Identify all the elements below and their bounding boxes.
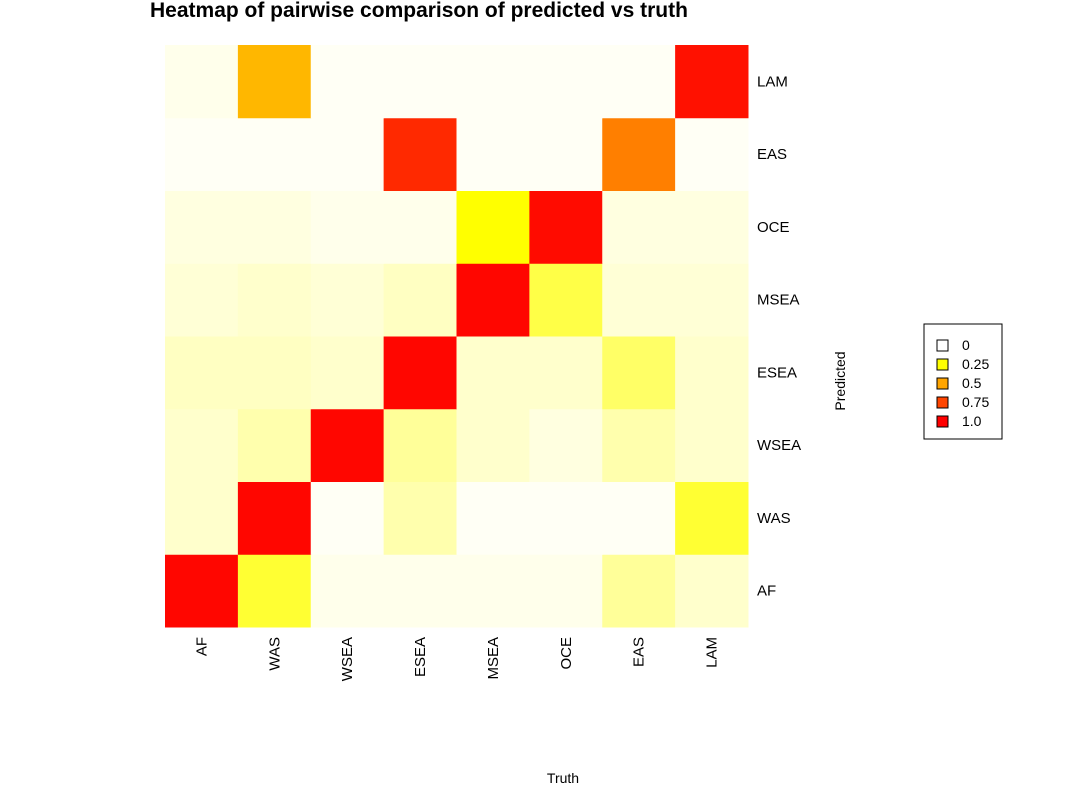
heatmap-cell-wsea-esea <box>383 408 457 482</box>
legend-swatch-2 <box>936 377 949 390</box>
heatmap-cell-msea-msea <box>456 263 530 337</box>
heatmap-cell-lam-eas <box>602 45 676 119</box>
heatmap-cell-was-esea <box>383 481 457 555</box>
heatmap-cell-eas-lam <box>675 117 749 191</box>
x-tick-label-was: WAS <box>266 637 283 671</box>
heatmap-cells <box>165 45 749 628</box>
heatmap-cell-msea-oce <box>529 263 603 337</box>
heatmap-cell-af-esea <box>383 554 457 628</box>
legend-swatch-4 <box>936 415 949 428</box>
heatmap-cell-esea-msea <box>456 336 530 410</box>
heatmap-cell-was-eas <box>602 481 676 555</box>
heatmap-cell-was-msea <box>456 481 530 555</box>
heatmap-cell-wsea-eas <box>602 408 676 482</box>
heatmap-cell-esea-lam <box>675 336 749 410</box>
y-tick-label-msea: MSEA <box>757 292 800 309</box>
heatmap-cell-msea-esea <box>383 263 457 337</box>
y-tick-label-oce: OCE <box>757 219 790 236</box>
heatmap-cell-lam-wsea <box>310 45 385 119</box>
heatmap-cell-lam-esea <box>383 45 457 119</box>
heatmap-cell-oce-was <box>237 190 312 264</box>
heatmap-cell-was-af <box>165 481 239 555</box>
heatmap-cell-esea-eas <box>602 336 676 410</box>
x-tick-label-msea: MSEA <box>485 637 502 680</box>
heatmap-cell-esea-wsea <box>310 336 385 410</box>
heatmap-cell-oce-lam <box>675 190 749 264</box>
x-axis-label: Truth <box>547 770 579 786</box>
heatmap-cell-oce-esea <box>383 190 457 264</box>
heatmap-cell-esea-af <box>165 336 239 410</box>
y-axis-label: Predicted <box>832 351 848 410</box>
heatmap-cell-af-was <box>237 554 312 628</box>
heatmap-cell-eas-eas <box>602 117 676 191</box>
heatmap-cell-oce-af <box>165 190 239 264</box>
x-tick-labels: AF WAS WSEA ESEA MSEA OCE EAS LAM <box>193 637 720 681</box>
heatmap-cell-msea-lam <box>675 263 749 337</box>
heatmap-cell-esea-esea <box>383 336 457 410</box>
heatmap-cell-af-af <box>165 554 239 628</box>
heatmap-cell-oce-eas <box>602 190 676 264</box>
heatmap-cell-msea-wsea <box>310 263 385 337</box>
heatmap-cell-oce-wsea <box>310 190 385 264</box>
x-tick-label-lam: LAM <box>704 637 721 668</box>
legend-label-2: 0.5 <box>962 375 982 391</box>
x-tick-label-af: AF <box>193 637 210 656</box>
heatmap-cell-af-oce <box>529 554 603 628</box>
y-tick-label-lam: LAM <box>757 73 788 90</box>
heatmap-cell-eas-af <box>165 117 239 191</box>
heatmap-cell-lam-oce <box>529 45 603 119</box>
heatmap-cell-was-wsea <box>310 481 385 555</box>
heatmap-cell-eas-msea <box>456 117 530 191</box>
legend-swatch-1 <box>936 358 949 371</box>
legend-label-3: 0.75 <box>962 394 989 410</box>
y-tick-label-eas: EAS <box>757 146 787 163</box>
heatmap-cell-esea-oce <box>529 336 603 410</box>
heatmap-cell-wsea-wsea <box>310 408 385 482</box>
y-tick-labels: AF WAS WSEA ESEA MSEA OCE EAS LAM <box>757 73 801 599</box>
heatmap-cell-was-oce <box>529 481 603 555</box>
heatmap-cell-lam-was <box>237 45 312 119</box>
heatmap-cell-af-wsea <box>310 554 385 628</box>
legend: 0 0.25 0.5 0.75 1.0 <box>923 323 1003 440</box>
x-tick-label-wsea: WSEA <box>339 637 356 681</box>
heatmap-cell-oce-oce <box>529 190 603 264</box>
x-tick-label-esea: ESEA <box>412 637 429 677</box>
heatmap-cell-msea-was <box>237 263 312 337</box>
heatmap-cell-was-lam <box>675 481 749 555</box>
y-tick-label-wsea: WSEA <box>757 437 801 454</box>
heatmap-cell-af-eas <box>602 554 676 628</box>
x-tick-label-oce: OCE <box>558 637 575 670</box>
heatmap-cell-wsea-was <box>237 408 312 482</box>
legend-label-4: 1.0 <box>962 413 982 429</box>
heatmap-cell-eas-wsea <box>310 117 385 191</box>
legend-swatch-0 <box>936 339 949 352</box>
y-tick-label-af: AF <box>757 583 776 600</box>
heatmap-cell-msea-af <box>165 263 239 337</box>
heatmap-cell-wsea-msea <box>456 408 530 482</box>
y-tick-label-was: WAS <box>757 510 791 527</box>
heatmap-cell-eas-was <box>237 117 312 191</box>
heatmap-cell-af-msea <box>456 554 530 628</box>
legend-label-1: 0.25 <box>962 356 989 372</box>
heatmap-cell-eas-oce <box>529 117 603 191</box>
heatmap-cell-eas-esea <box>383 117 457 191</box>
heatmap-cell-wsea-lam <box>675 408 749 482</box>
chart-title: Heatmap of pairwise comparison of predic… <box>150 0 688 22</box>
heatmap-cell-was-was <box>237 481 312 555</box>
y-tick-label-esea: ESEA <box>757 364 797 381</box>
heatmap-cell-wsea-af <box>165 408 239 482</box>
heatmap-cell-af-lam <box>675 554 749 628</box>
heatmap-cell-esea-was <box>237 336 312 410</box>
heatmap-cell-lam-af <box>165 45 239 119</box>
heatmap-cell-oce-msea <box>456 190 530 264</box>
legend-swatch-3 <box>936 396 949 409</box>
heatmap-cell-lam-msea <box>456 45 530 119</box>
heatmap-cell-wsea-oce <box>529 408 603 482</box>
x-tick-label-eas: EAS <box>631 637 648 667</box>
legend-label-0: 0 <box>962 337 970 353</box>
heatmap-cell-msea-eas <box>602 263 676 337</box>
heatmap-cell-lam-lam <box>675 45 749 119</box>
